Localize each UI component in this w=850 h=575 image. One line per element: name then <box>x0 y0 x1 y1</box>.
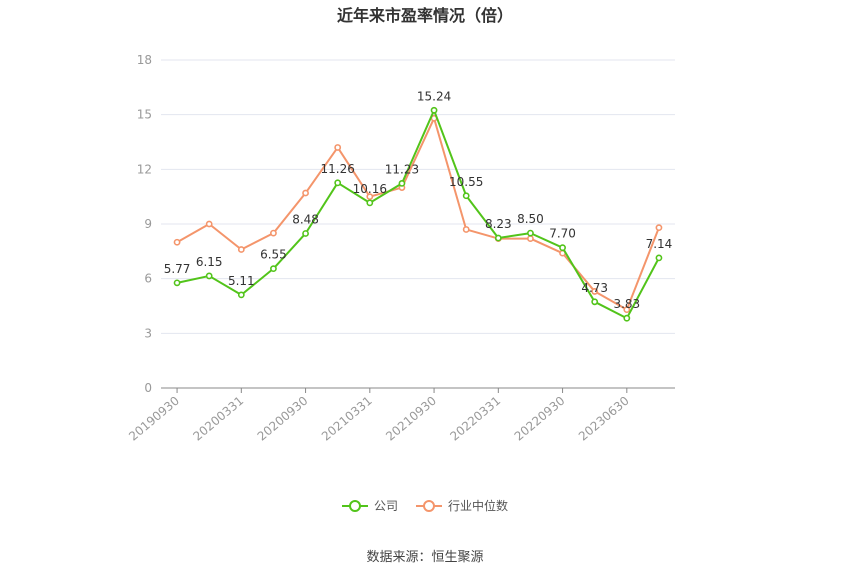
industry-median-data-point <box>334 144 342 151</box>
industry-median-data-point <box>366 193 374 201</box>
x-tick-label: 20230630 <box>576 394 632 444</box>
company-data-point <box>334 179 342 187</box>
company-data-point <box>237 291 245 299</box>
company-data-label: 10.55 <box>449 175 483 189</box>
industry-median-data-point <box>623 306 631 314</box>
company-data-label: 3.83 <box>613 297 640 311</box>
x-tick-label: 20210331 <box>319 394 375 444</box>
company-data-label: 10.16 <box>353 182 387 196</box>
company-data-label: 6.15 <box>196 255 223 269</box>
company-data-point <box>527 229 534 237</box>
industry-median-data-point <box>205 220 213 228</box>
series-layer <box>173 106 663 322</box>
y-tick-label: 18 <box>137 53 152 67</box>
x-tick-label: 20220930 <box>512 394 568 444</box>
company-data-point <box>302 230 309 237</box>
legend-item-company[interactable]: 公司 <box>341 497 398 514</box>
industry-median-data-point <box>173 238 181 246</box>
company-data-label: 5.11 <box>228 274 255 288</box>
y-tick-label: 9 <box>144 217 152 231</box>
legend-marker-industry-median <box>416 499 442 513</box>
grid-layer <box>161 59 675 334</box>
company-data-point <box>655 254 663 262</box>
company-data-point <box>559 244 566 252</box>
x-tick-label: 20210930 <box>383 394 439 444</box>
chart-title: 近年来市盈率情况（倍） <box>336 6 513 25</box>
company-data-point <box>430 106 438 114</box>
legend-label-industry-median: 行业中位数 <box>448 499 509 513</box>
company-data-label: 8.23 <box>485 217 512 231</box>
legend: 公司 行业中位数 <box>0 497 850 514</box>
industry-median-series-line <box>176 117 660 311</box>
company-data-label: 4.73 <box>581 281 608 295</box>
company-data-label: 8.48 <box>292 212 319 226</box>
y-tick-label: 3 <box>144 326 152 340</box>
company-data-label: 11.26 <box>321 162 355 176</box>
axis-layer: 0 3 6 9 12 15 18 20190930 20200331 20200930 202103… <box>126 53 675 444</box>
company-data-label: 7.14 <box>646 237 673 251</box>
industry-median-data-point <box>655 224 663 232</box>
company-data-point <box>494 234 502 242</box>
company-data-label: 15.24 <box>417 89 451 103</box>
legend-item-industry-median[interactable]: 行业中位数 <box>416 497 508 514</box>
x-tick-label: 20200331 <box>190 394 246 444</box>
company-data-label: 5.77 <box>164 262 191 276</box>
y-tick-label: 15 <box>137 108 152 122</box>
company-data-point <box>398 179 406 187</box>
x-tick-label: 20220331 <box>447 394 503 444</box>
industry-median-data-point <box>527 235 534 242</box>
company-data-label: 11.23 <box>385 162 419 176</box>
company-data-point <box>205 272 213 280</box>
industry-median-data-point <box>237 246 245 253</box>
x-tick-label: 20190930 <box>126 394 182 444</box>
industry-median-data-point <box>591 288 599 295</box>
industry-median-data-point <box>270 229 277 237</box>
y-tick-label: 12 <box>137 162 152 176</box>
company-data-point <box>173 279 181 287</box>
company-data-point <box>366 199 374 207</box>
y-tick-label: 6 <box>144 272 152 286</box>
industry-median-data-point <box>302 189 309 197</box>
legend-marker-company <box>341 499 368 513</box>
company-data-point <box>270 265 277 273</box>
industry-median-data-point <box>462 226 470 233</box>
company-data-label: 7.70 <box>549 227 576 241</box>
y-tick-label: 0 <box>144 381 152 395</box>
company-data-label: 6.55 <box>260 248 287 262</box>
company-data-point <box>591 298 599 306</box>
company-data-point <box>462 192 470 200</box>
company-series-line <box>176 109 660 320</box>
company-data-label: 8.50 <box>517 212 544 226</box>
data-label-layer: 5.77 6.15 5.11 6.55 8.48 11.26 10.16 11.23 15.24… <box>164 89 673 311</box>
company-data-point <box>623 314 631 322</box>
legend-label-company: 公司 <box>373 499 398 513</box>
data-source: 数据来源：恒生聚源 <box>366 550 484 565</box>
x-tick-label: 20200930 <box>255 394 311 444</box>
